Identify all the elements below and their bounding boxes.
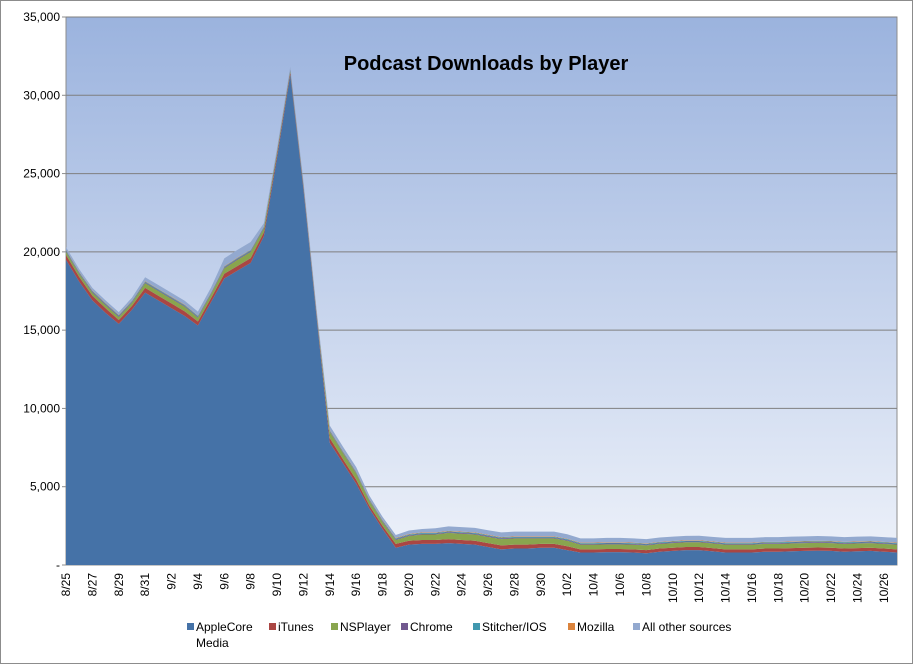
- legend-swatch: [633, 623, 640, 630]
- x-axis-ticks: 8/25 8/27 8/29 8/31 9/2 9/4 9/6 9/8 9/10 9/12 9/14…: [59, 573, 891, 603]
- x-tick-label: 9/30: [534, 573, 548, 597]
- chart-title: Podcast Downloads by Player: [344, 53, 629, 75]
- x-tick-label: 10/16: [745, 573, 759, 603]
- x-tick-label: 9/8: [244, 573, 258, 590]
- x-tick-label: 10/2: [560, 573, 574, 597]
- x-tick-label: 8/29: [112, 573, 126, 597]
- x-tick-label: 9/26: [481, 573, 495, 597]
- legend-swatch: [187, 623, 194, 630]
- legend-swatch: [568, 623, 575, 630]
- x-tick-label: 10/20: [798, 573, 812, 603]
- legend-swatch: [473, 623, 480, 630]
- x-tick-label: 10/12: [692, 573, 706, 603]
- x-tick-label: 9/22: [428, 573, 442, 597]
- x-tick-label: 10/22: [824, 573, 838, 603]
- legend-swatch: [269, 623, 276, 630]
- legend-item: All other sources: [633, 620, 731, 634]
- legend-item: NSPlayer: [331, 620, 391, 634]
- x-tick-label: 10/4: [587, 573, 601, 597]
- legend-item: AppleCore Media: [187, 620, 253, 650]
- x-tick-label: 9/14: [323, 573, 337, 597]
- x-tick-label: 10/26: [877, 573, 891, 603]
- x-tick-label: 9/12: [296, 573, 310, 597]
- series-area: [66, 74, 897, 566]
- y-tick-label: 15,000: [23, 323, 60, 337]
- x-tick-label: 10/18: [771, 573, 785, 603]
- legend-label: Chrome: [410, 620, 453, 634]
- x-tick-label: 9/18: [376, 573, 390, 597]
- legend-label-line2: Media: [196, 636, 229, 650]
- y-axis-ticks: - 5,000 10,000 15,000 20,000 25,000 30,000 35,0…: [23, 10, 66, 572]
- x-tick-label: 9/6: [217, 573, 231, 590]
- legend-label: iTunes: [278, 620, 314, 634]
- y-tick-label: 35,000: [23, 10, 60, 24]
- legend-swatch: [401, 623, 408, 630]
- legend-label: Mozilla: [577, 620, 615, 634]
- x-tick-label: 10/10: [666, 573, 680, 603]
- legend-label: NSPlayer: [340, 620, 391, 634]
- y-tick-label: 20,000: [23, 245, 60, 259]
- x-tick-label: 9/24: [455, 573, 469, 597]
- x-tick-label: 8/25: [59, 573, 73, 597]
- y-tick-label: 30,000: [23, 88, 60, 102]
- x-tick-label: 9/4: [191, 573, 205, 590]
- legend-item: Chrome: [401, 620, 453, 634]
- y-tick-label: 10,000: [23, 401, 60, 415]
- x-tick-label: 9/28: [507, 573, 521, 597]
- y-tick-label: 5,000: [30, 480, 60, 494]
- y-tick-label: 25,000: [23, 167, 60, 181]
- x-tick-label: 10/14: [719, 573, 733, 603]
- x-tick-label: 8/31: [138, 573, 152, 597]
- y-tick-label: -: [56, 558, 60, 572]
- legend-label: AppleCore: [196, 620, 253, 634]
- legend-label: All other sources: [642, 620, 731, 634]
- x-tick-label: 9/10: [270, 573, 284, 597]
- legend-item: Stitcher/IOS: [473, 620, 547, 634]
- x-tick-label: 9/20: [402, 573, 416, 597]
- x-tick-label: 10/6: [613, 573, 627, 597]
- x-tick-label: 9/2: [165, 573, 179, 590]
- x-tick-label: 10/24: [850, 573, 864, 603]
- x-tick-label: 10/8: [639, 573, 653, 597]
- legend-label: Stitcher/IOS: [482, 620, 547, 634]
- legend-item: iTunes: [269, 620, 314, 634]
- legend-swatch: [331, 623, 338, 630]
- area-series: [66, 66, 897, 566]
- legend: AppleCore Media iTunes NSPlayer Chrome Stitch…: [187, 620, 731, 650]
- legend-item: Mozilla: [568, 620, 615, 634]
- x-tick-label: 8/27: [85, 573, 99, 597]
- x-tick-label: 9/16: [349, 573, 363, 597]
